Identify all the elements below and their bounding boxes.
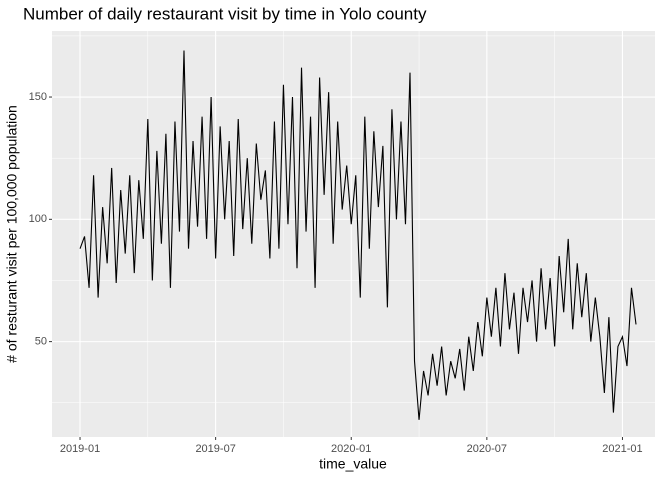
chart-title: Number of daily restaurant visit by time… <box>23 4 427 23</box>
x-axis-label: time_value <box>319 456 387 472</box>
data-line <box>79 50 637 420</box>
x-tick-label: 2021-01 <box>602 443 642 455</box>
y-tick-label: 150 <box>29 91 47 103</box>
x-tick-label: 2019-01 <box>60 443 100 455</box>
y-tick-label: 50 <box>35 336 47 348</box>
x-tick-label: 2020-01 <box>331 443 371 455</box>
x-tick-label: 2020-07 <box>467 443 507 455</box>
x-tick-label: 2019-07 <box>195 443 235 455</box>
y-tick-label: 100 <box>29 213 47 225</box>
y-axis-label: # of resturant visit per 100,000 populat… <box>4 105 20 363</box>
